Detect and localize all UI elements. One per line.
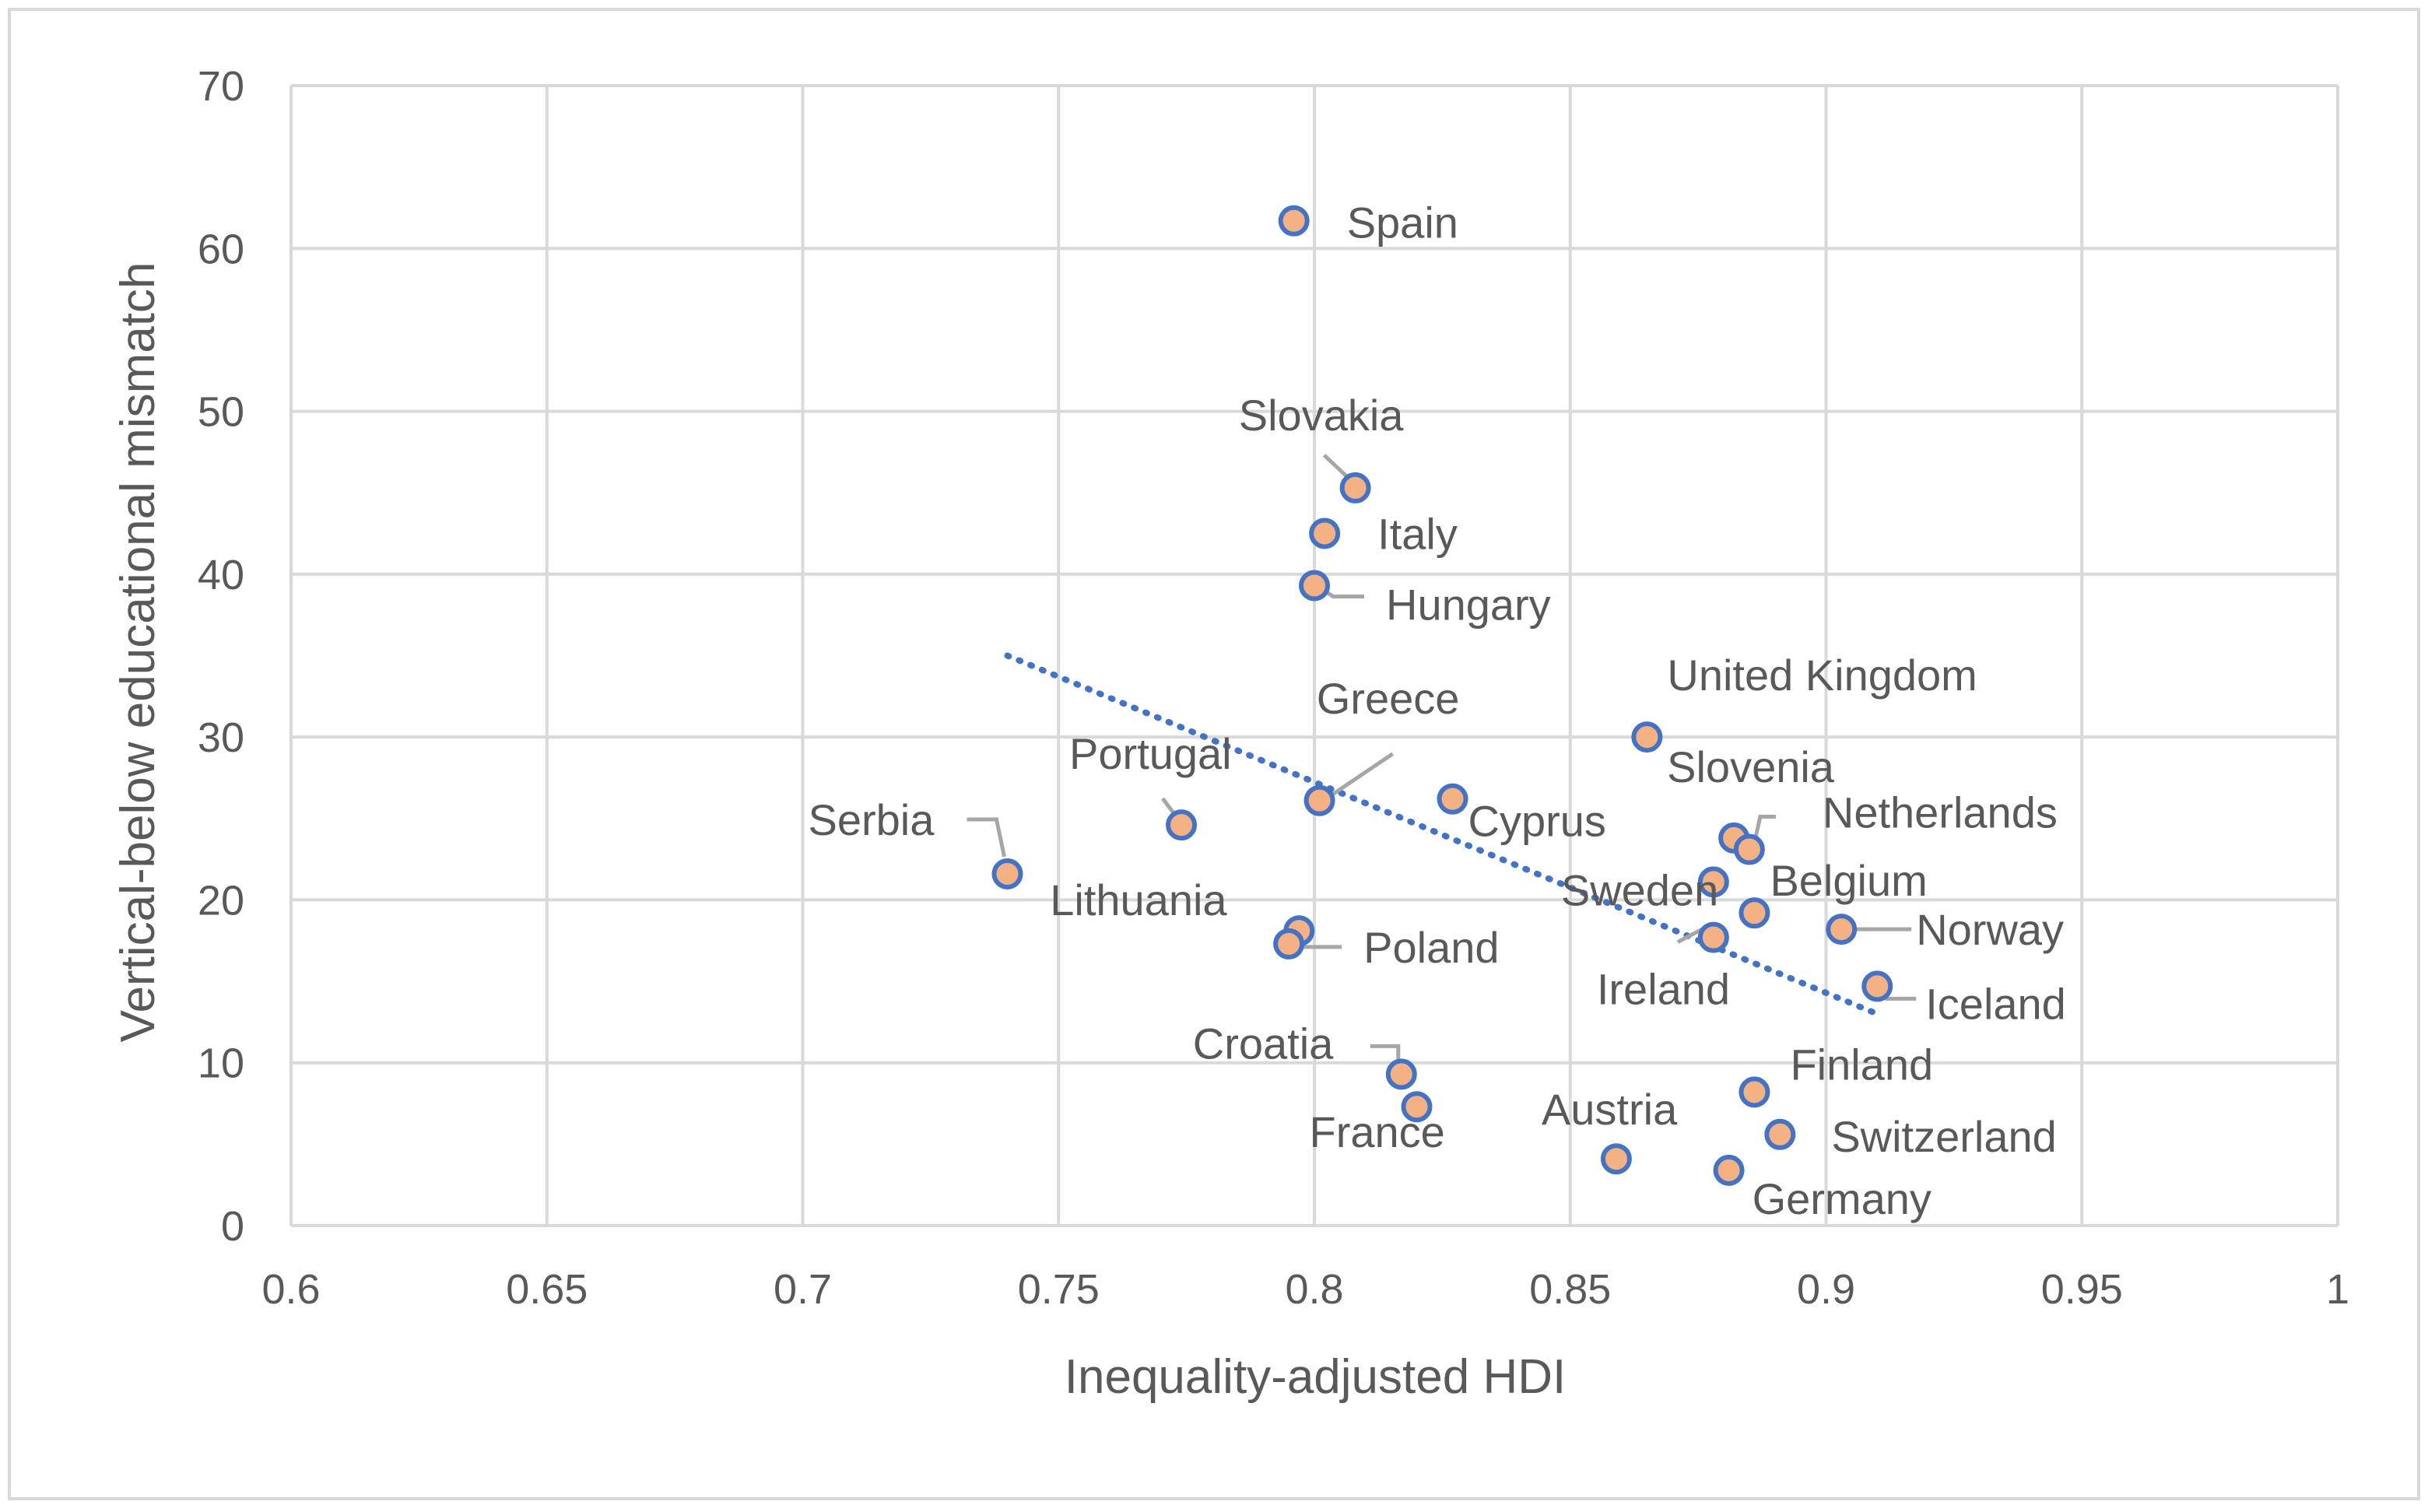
data-label-germany: Germany [1753,1174,1932,1223]
x-tick-label: 0.8 [1285,1266,1343,1313]
y-tick-label: 40 [198,552,244,598]
data-label-iceland: Iceland [1925,979,2066,1028]
leader-line-serbia [967,817,1006,858]
data-point-slovakia [1339,472,1371,503]
leader-line-croatia [1370,1044,1401,1064]
x-tick-label: 0.6 [261,1266,320,1313]
data-label-lithuania: Lithuania [1050,875,1227,924]
y-axis-title: Vertical-below educational mismatch [111,262,165,1043]
x-tick-label: 1 [2326,1266,2349,1313]
data-point-iceland [1861,970,1893,1002]
x-tick-label: 0.95 [2041,1266,2123,1313]
data-point-finland [1739,1076,1770,1108]
x-tick-label: 0.65 [506,1266,588,1313]
data-label-croatia: Croatia [1193,1019,1334,1068]
data-label-sweden: Sweden [1561,865,1718,914]
data-point-united-kingdom [1631,721,1663,753]
data-label-greece: Greece [1317,674,1460,723]
leader-line-greece [1329,752,1394,798]
data-point-croatia [1385,1058,1417,1090]
data-labels: Spain Slovakia Italy Hungary United Kingdom G… [809,198,2066,1223]
data-point-austria [1600,1143,1632,1175]
data-label-slovenia: Slovenia [1667,742,1835,791]
data-label-netherlands: Netherlands [1823,788,2058,837]
x-axis-title: Inequality-adjusted HDI [1065,1350,1566,1404]
data-label-belgium: Belgium [1770,856,1927,905]
data-label-cyprus: Cyprus [1468,797,1606,846]
data-point-poland [1273,928,1305,959]
data-label-switzerland: Switzerland [1831,1112,2056,1161]
data-label-portugal: Portugal [1069,729,1232,778]
data-label-united-kingdom: United Kingdom [1667,651,1977,700]
data-point-france [1401,1091,1433,1123]
x-tick-label: 0.9 [1797,1266,1855,1313]
y-tick-label: 20 [198,877,244,924]
data-points [991,205,1893,1186]
x-tick-label: 0.85 [1529,1266,1611,1313]
y-tick-label: 0 [221,1203,244,1250]
data-label-austria: Austria [1542,1085,1678,1134]
y-tick-label: 10 [198,1040,244,1087]
gridlines [289,84,2339,1227]
data-label-norway: Norway [1916,905,2064,954]
data-label-slovakia: Slovakia [1239,391,1405,440]
trendline [1004,652,1881,1017]
data-label-france: France [1310,1107,1445,1156]
data-point-netherlands [1733,833,1765,865]
data-point-ireland [1697,921,1729,953]
data-point-greece [1303,784,1335,816]
axis-ticks: 0.6 0.65 0.7 0.75 0.8 0.85 0.9 0.95 101020304050… [198,63,2349,1313]
trendline-group [1004,652,1881,1017]
data-label-serbia: Serbia [809,795,935,844]
y-tick-label: 70 [198,63,244,110]
data-point-spain [1278,205,1310,237]
x-tick-label: 0.7 [774,1266,832,1313]
data-label-hungary: Hungary [1386,581,1551,630]
data-label-finland: Finland [1790,1040,1933,1089]
data-label-spain: Spain [1347,198,1458,247]
data-point-hungary [1299,570,1330,602]
y-tick-label: 50 [198,389,244,436]
data-point-portugal [1166,809,1198,841]
data-point-belgium [1739,897,1770,929]
data-label-poland: Poland [1363,923,1499,972]
data-point-sweden [1697,866,1729,898]
y-tick-label: 60 [198,226,244,272]
data-point-switzerland [1764,1118,1796,1150]
data-point-norway [1826,914,1858,945]
chart-border [8,8,2420,1500]
data-point-cyprus [1437,783,1468,815]
data-point-germany [1713,1154,1745,1186]
data-label-italy: Italy [1377,510,1458,559]
data-label-ireland: Ireland [1597,965,1730,1014]
data-point-italy [1309,517,1341,549]
data-point-serbia [991,858,1023,889]
x-tick-label: 0.75 [1018,1266,1100,1313]
y-tick-label: 30 [198,714,244,761]
